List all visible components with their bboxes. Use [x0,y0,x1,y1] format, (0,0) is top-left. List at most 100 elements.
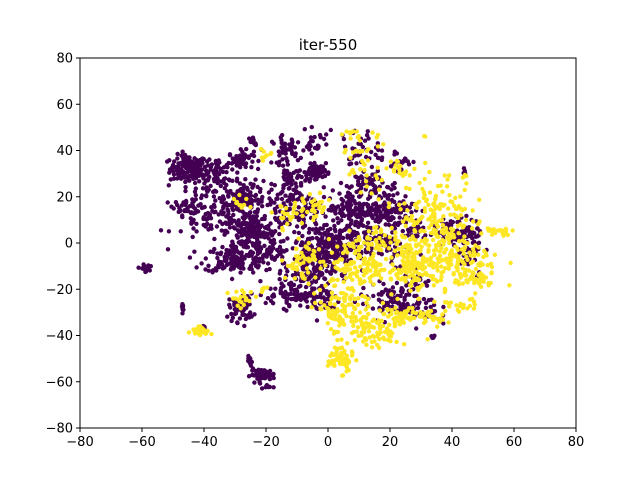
y-tick-label: −60 [46,375,73,390]
scatter-point [366,229,372,234]
scatter-point [352,251,358,256]
scatter-point [393,310,399,316]
scatter-point [269,229,274,234]
scatter-point [248,199,253,204]
scatter-point [335,259,340,264]
scatter-point [398,207,403,212]
y-tick-label: −40 [46,329,73,344]
scatter-point [354,358,359,363]
scatter-point [338,207,343,213]
scatter-point [432,220,438,225]
scatter-point [470,259,476,264]
chart-title: iter-550 [299,36,358,54]
scatter-point [224,189,230,194]
scatter-point [312,300,318,306]
scatter-point [313,230,318,236]
scatter-point [183,179,188,185]
scatter-point [427,169,432,175]
scatter-point [180,164,186,169]
scatter-point [261,178,266,184]
scatter-point [476,252,481,257]
scatter-point [341,279,346,285]
scatter-point [407,274,412,279]
scatter-point [368,279,373,284]
scatter-point [381,142,386,147]
scatter-point [208,167,213,172]
scatter-point [385,328,391,333]
scatter-point [225,290,230,296]
scatter-point [280,157,285,162]
scatter-point [370,130,375,135]
scatter-point [273,208,278,213]
scatter-point [422,229,427,234]
scatter-point [384,166,389,171]
scatter-point [310,227,315,232]
scatter-point [418,229,423,234]
scatter-point [414,326,419,331]
scatter-point [192,180,198,186]
scatter-point [380,323,386,329]
scatter-point [424,197,429,202]
scatter-point [423,305,429,311]
scatter-point [199,193,205,198]
scatter-point [429,214,434,219]
y-tick-label: 40 [56,144,73,159]
scatter-point [277,244,283,250]
scatter-point [293,181,298,186]
scatter-point [288,147,294,153]
scatter-point [224,247,229,253]
scatter-point [196,170,201,176]
scatter-point [398,277,404,282]
scatter-point [305,304,310,310]
scatter-point [352,153,358,158]
scatter-point [364,316,369,321]
scatter-point [188,216,193,221]
scatter-point [438,316,443,321]
scatter-point [447,304,452,309]
scatter-point [389,255,394,260]
scatter-point [331,245,336,250]
scatter-point [268,221,273,226]
scatter-point [359,323,365,328]
scatter-point [224,170,229,175]
scatter-point [466,233,472,239]
scatter-point [337,191,342,196]
scatter-point [398,163,403,169]
scatter-point [293,189,299,194]
scatter-point [309,124,314,130]
scatter-point [357,138,362,143]
x-tick-label: −60 [128,435,155,450]
scatter-point [440,312,445,317]
scatter-point [343,147,348,153]
scatter-point [268,298,274,304]
scatter-point [348,297,353,302]
scatter-point [192,329,197,334]
scatter-point [272,240,277,246]
scatter-point [197,179,202,184]
scatter-point [423,233,428,238]
scatter-point [264,153,269,158]
scatter-point [269,181,274,187]
scatter-point [261,374,266,379]
scatter-point [360,210,365,215]
scatter-point [249,139,254,144]
scatter-point [269,254,274,259]
scatter-point [331,277,336,282]
scatter-point [355,135,360,140]
scatter-point [265,247,270,252]
scatter-point [379,252,384,257]
scatter-point [244,146,249,152]
scatter-point [403,216,408,221]
scatter-point [365,158,371,163]
scatter-point [208,183,213,189]
scatter-point [383,222,388,227]
scatter-point [369,242,374,247]
scatter-point [398,312,403,317]
scatter-point [339,196,344,202]
scatter-point [175,151,180,157]
scatter-point [416,296,421,302]
scatter-point [376,247,382,252]
scatter-point [242,294,247,299]
scatter-point [270,293,275,299]
scatter-point [291,210,296,215]
